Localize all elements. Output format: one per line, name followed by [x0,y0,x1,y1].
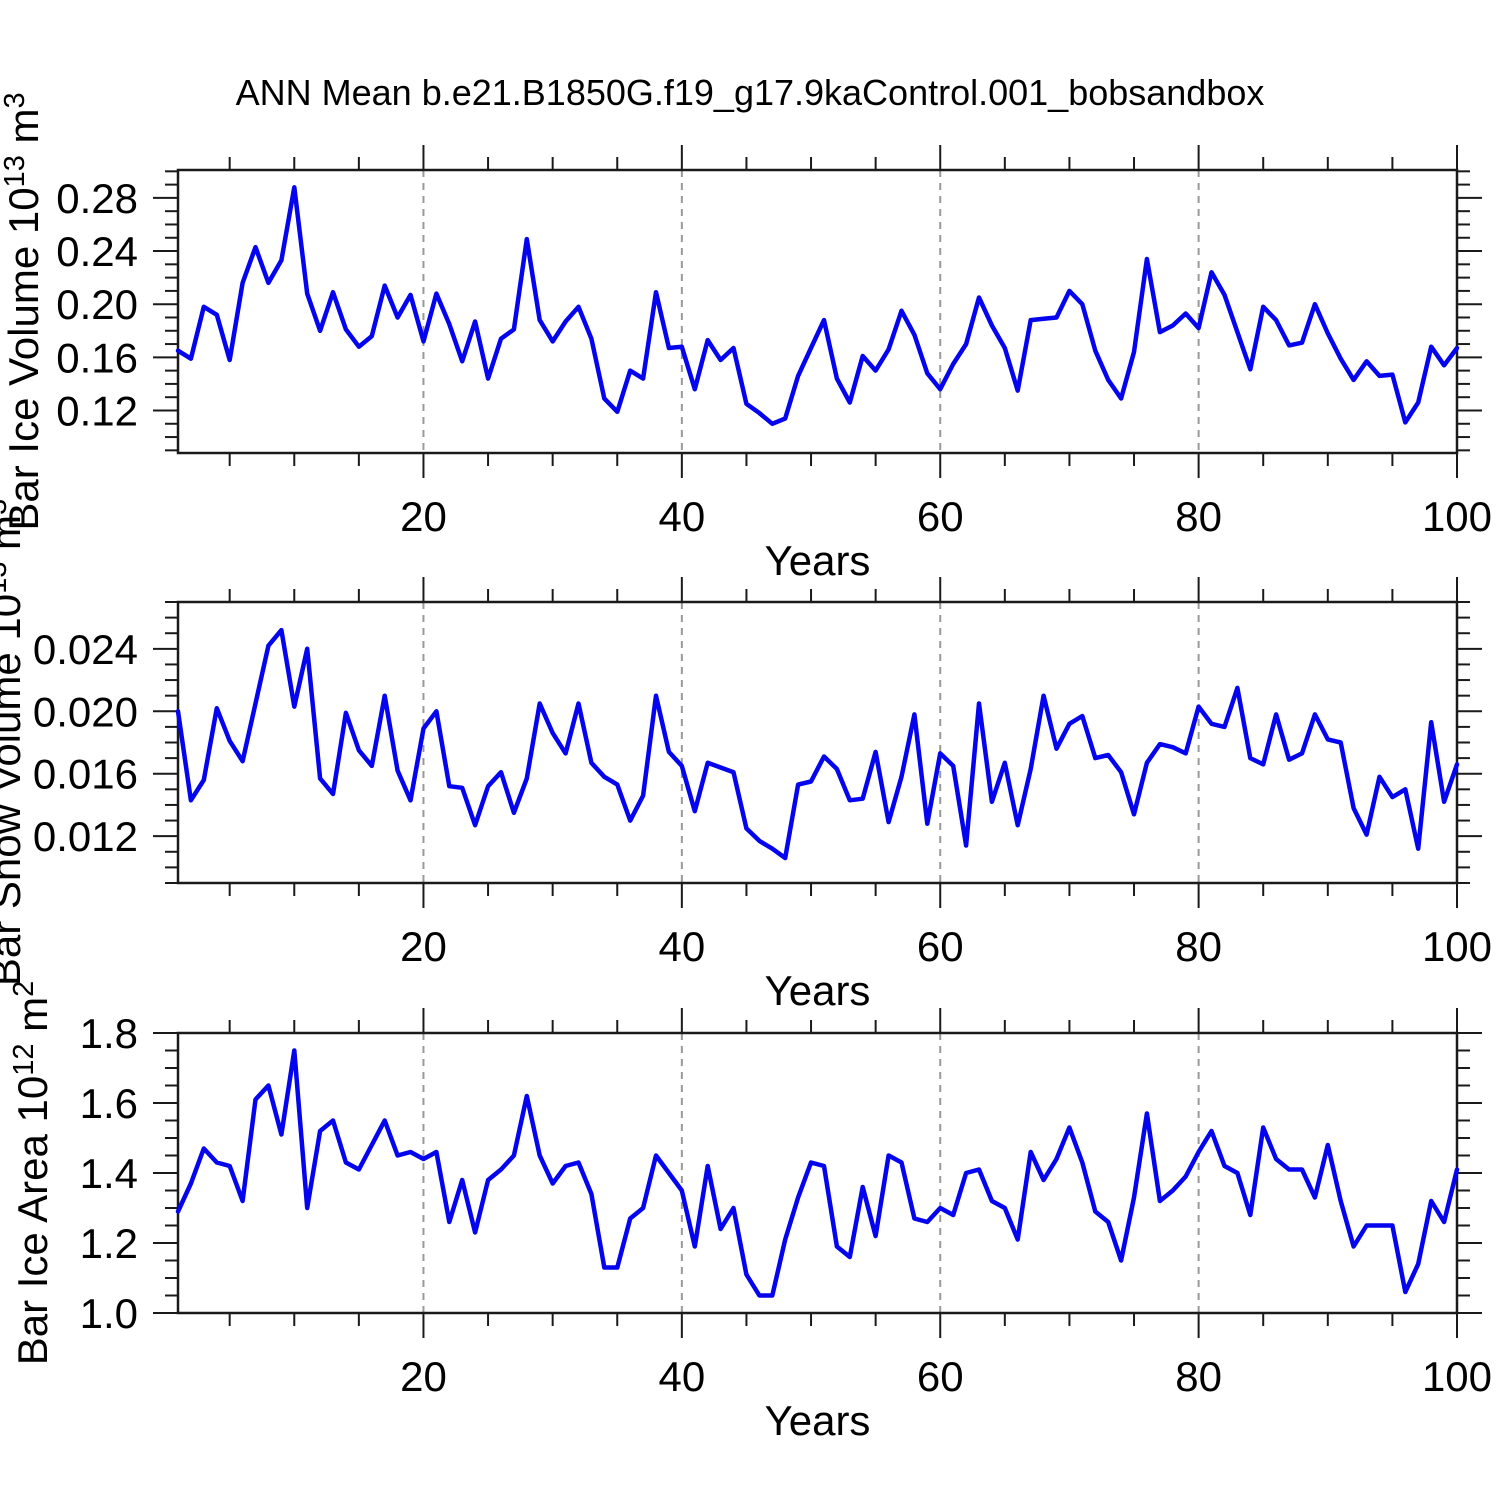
panel-snow-volume: 0.012 0.016 0.020 0.024 20 40 60 80 100 Years Bar … [0,499,1492,1014]
y-axis-title: Bar Ice Area 1012 m2 [8,981,56,1366]
y-tick-label: 0.16 [56,334,138,381]
y-tick-label: 0.24 [56,228,138,275]
y-tick-label: 1.6 [80,1080,138,1127]
x-tick-label: 60 [917,923,964,970]
y-tick-label: 0.020 [33,688,138,735]
y-tick-label: 0.28 [56,175,138,222]
y-tick-label: 1.2 [80,1220,138,1267]
x-tick-label: 80 [1175,923,1222,970]
panel-ice-volume: 0.12 0.16 0.20 0.24 0.28 20 40 60 80 100 Years Bar … [0,92,1492,584]
x-tick-label: 80 [1175,1353,1222,1400]
x-tick-label: 40 [658,923,705,970]
y-axis-title: Bar Ice Volume 1013 m3 [0,92,47,530]
x-tick-label: 20 [400,493,447,540]
x-tick-label: 40 [658,493,705,540]
x-tick-label: 40 [658,1353,705,1400]
x-tick-label: 60 [917,1353,964,1400]
y-tick-label: 1.8 [80,1010,138,1057]
y-tick-label: 0.016 [33,751,138,798]
x-tick-label: 60 [917,493,964,540]
axis-ticks [153,145,1482,478]
plot-frame [176,1031,1459,1315]
x-tick-label: 80 [1175,493,1222,540]
x-tick-label: 20 [400,1353,447,1400]
x-axis-title: Years [765,967,871,1014]
y-tick-label: 0.12 [56,387,138,434]
x-tick-label: 100 [1422,1353,1492,1400]
x-axis-title: Years [765,1397,871,1444]
chart-title: ANN Mean b.e21.B1850G.f19_g17.9kaControl… [235,72,1265,113]
panel-ice-area: 1.0 1.2 1.4 1.6 1.8 20 40 60 80 100 Years Bar Ice A… [8,981,1492,1444]
y-tick-label: 0.024 [33,626,138,673]
y-tick-label: 0.012 [33,813,138,860]
plot-frame [176,168,1459,455]
plot-frame [176,600,1459,885]
ice-area-line [175,1048,1460,1298]
y-axis-title: Bar Snow Volume 1013 m3 [0,499,29,986]
axis-ticks [153,1008,1482,1338]
axis-ticks [153,577,1482,908]
x-tick-label: 100 [1422,923,1492,970]
ice-volume-line [175,185,1460,427]
x-axis-title: Years [765,537,871,584]
y-tick-label: 1.4 [80,1150,138,1197]
x-tick-label: 100 [1422,493,1492,540]
y-tick-label: 1.0 [80,1290,138,1337]
x-tick-label: 20 [400,923,447,970]
snow-volume-line [175,627,1460,861]
y-tick-label: 0.20 [56,281,138,328]
